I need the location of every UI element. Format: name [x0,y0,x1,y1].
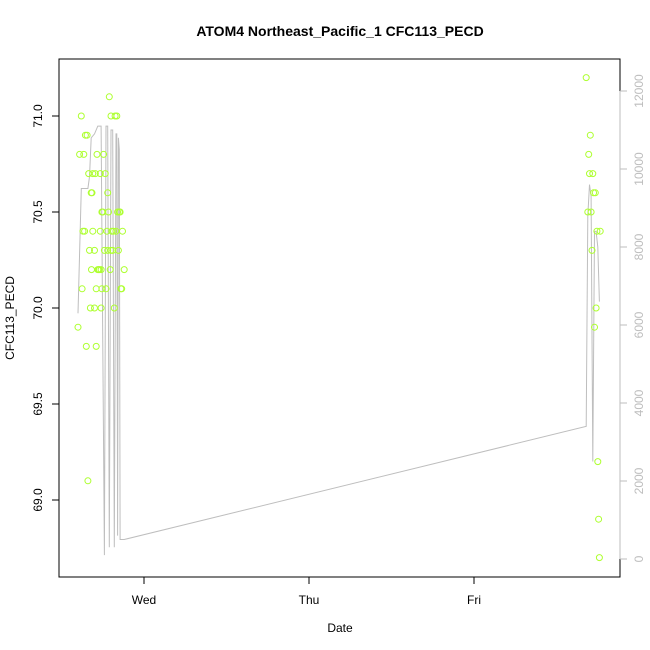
data-point [85,170,93,178]
data-point [84,477,92,485]
data-point [116,208,124,216]
data-point [586,170,593,178]
data-point [582,74,590,82]
data-point [74,323,82,331]
data-point [101,170,109,178]
data-point [119,227,126,235]
y2-tick-label-0: 0 [632,555,646,562]
data-point [593,227,601,235]
y-tick-label-70-5: 70.5 [31,200,45,224]
x-axis: Wed Thu Fri Date [132,576,481,635]
y-axis-left: 69.0 69.5 70.0 70.5 71.0 CFC113_PECD [3,104,60,512]
x-tick-label-fri: Fri [467,593,481,607]
data-point [105,93,113,101]
data-point [81,227,89,235]
y2-tick-label-4000: 4000 [632,389,646,416]
data-points-series [74,74,604,562]
chart-title: ATOM4 Northeast_Pacific_1 CFC113_PECD [196,23,483,39]
data-point [114,246,122,254]
data-point [103,227,111,235]
data-point [589,170,597,178]
data-point [77,112,85,120]
y-tick-label-69-0: 69.0 [31,488,45,512]
data-point [105,208,112,216]
data-point [96,227,104,235]
data-point [86,304,94,312]
data-point [96,170,104,178]
data-point [80,150,88,158]
y2-tick-label-6000: 6000 [632,311,646,338]
x-axis-label: Date [327,621,353,635]
y-axis-right: 0 2000 4000 6000 8000 10000 12000 [619,74,646,562]
data-point [113,112,121,120]
data-point [97,266,105,274]
data-point [97,304,105,312]
x-tick-label-thu: Thu [299,593,320,607]
concentration-line-series [77,125,600,556]
data-point [86,246,93,254]
data-point [88,266,95,274]
data-point [76,150,84,158]
data-point [91,246,98,254]
data-point [100,150,108,158]
data-point [595,554,603,562]
y2-tick-label-12000: 12000 [632,74,646,108]
data-point [93,150,101,158]
data-point [588,246,596,254]
data-point [587,208,595,216]
data-point [92,285,100,293]
data-point [595,515,603,523]
data-point [586,131,594,139]
data-point [120,266,128,274]
data-point [92,342,100,350]
y2-tick-label-10000: 10000 [632,152,646,186]
y-tick-label-71-0: 71.0 [31,104,45,128]
data-point [91,170,99,178]
data-point [110,227,117,235]
data-point [89,227,97,235]
y-axis-label: CFC113_PECD [3,276,17,360]
data-point [104,246,112,254]
data-point [104,189,112,197]
x-tick-label-wed: Wed [132,593,156,607]
data-point [102,285,110,293]
data-point [78,285,86,293]
plot-frame [58,58,621,578]
data-point [118,285,126,293]
data-point [106,266,114,274]
data-point [98,285,106,293]
y-tick-label-69-5: 69.5 [31,392,45,416]
data-point [88,189,96,197]
y-tick-label-70-0: 70.0 [31,296,45,320]
data-point [584,208,592,216]
data-point [591,189,599,197]
y2-tick-label-8000: 8000 [632,233,646,260]
data-point [594,458,602,466]
data-point [100,246,108,254]
data-point [89,170,97,178]
data-point [592,304,600,312]
concentration-line [77,125,600,556]
data-point [596,227,604,235]
data-point [110,304,118,312]
data-point [585,150,593,158]
y2-tick-label-2000: 2000 [632,467,646,494]
data-point [82,342,90,350]
data-point [91,304,98,312]
data-point [591,323,598,331]
data-point [83,131,91,139]
